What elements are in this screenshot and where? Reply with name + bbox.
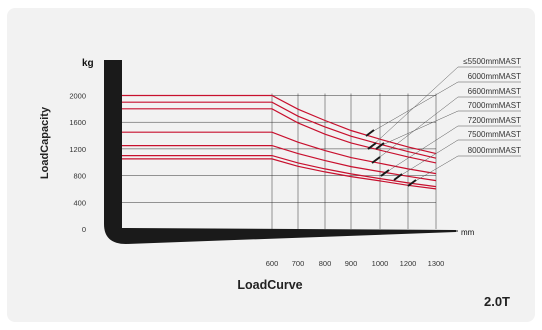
leader-arrow-5 xyxy=(393,173,403,181)
grid xyxy=(122,93,437,229)
x-tick-label-4: 1000 xyxy=(372,259,389,268)
y-tick-label-1: 400 xyxy=(73,198,86,207)
series-line-0 xyxy=(122,94,437,155)
y-tick-label-2: 800 xyxy=(73,172,86,181)
x-tick-label-0: 600 xyxy=(266,259,279,268)
series-line-3 xyxy=(122,131,437,175)
series-line-6 xyxy=(122,158,437,190)
leader-line-0 xyxy=(371,66,459,147)
x-axis-title: LoadCurve xyxy=(237,278,302,292)
x-tick-label-2: 800 xyxy=(319,259,332,268)
leader-line-5 xyxy=(397,139,459,178)
fork-frame xyxy=(104,60,458,244)
leader-arrow-1 xyxy=(365,129,375,137)
leader-line-3 xyxy=(379,110,459,147)
series-lines xyxy=(122,94,437,190)
fork-blade xyxy=(104,224,456,244)
x-tick-label-5: 1200 xyxy=(400,259,417,268)
model-label: 2.0T xyxy=(484,294,510,309)
legend-entry-6: 8000mmMAST xyxy=(468,146,521,155)
leader-line-4 xyxy=(384,125,459,174)
legend: ≤5500mmMAST 6000mmMAST 6600mmMAST 7000mmMAS… xyxy=(463,57,521,155)
x-tick-label-3: 900 xyxy=(345,259,358,268)
legend-entry-5: 7500mmMAST xyxy=(468,130,521,139)
leader-line-1 xyxy=(369,81,459,134)
x-tick-label-6: 1300 xyxy=(428,259,445,268)
series-line-1 xyxy=(122,101,437,159)
leader-arrow-2 xyxy=(371,156,381,164)
y-tick-labels: 0 400 800 1200 1600 2000 xyxy=(69,92,86,235)
y-unit-label: kg xyxy=(82,58,94,69)
legend-entry-3: 7000mmMAST xyxy=(468,101,521,110)
leader-line-6 xyxy=(411,155,459,184)
chart-card xyxy=(7,8,535,322)
series-line-4 xyxy=(122,145,437,182)
leader-arrow-0 xyxy=(367,142,377,150)
legend-entry-2: 6600mmMAST xyxy=(468,87,521,96)
y-tick-label-0: 0 xyxy=(82,225,86,234)
leader-arrow-3 xyxy=(375,142,385,150)
x-unit-label: mm xyxy=(461,228,475,237)
series-line-5 xyxy=(122,155,437,188)
leader-line-2 xyxy=(375,96,459,161)
fork-upright xyxy=(104,60,122,224)
leader-arrow-4 xyxy=(380,169,390,177)
y-axis-title: LoadCapacity xyxy=(39,106,51,179)
y-tick-label-5: 2000 xyxy=(69,92,86,101)
x-tick-label-1: 700 xyxy=(292,259,305,268)
legend-entry-1: 6000mmMAST xyxy=(468,72,521,81)
legend-entry-0: ≤5500mmMAST xyxy=(463,57,521,66)
legend-entry-4: 7200mmMAST xyxy=(468,116,521,125)
y-tick-label-3: 1200 xyxy=(69,145,86,154)
y-tick-label-4: 1600 xyxy=(69,118,86,127)
x-tick-labels: 600 700 800 900 1000 1200 1300 xyxy=(266,259,445,268)
leader-arrow-6 xyxy=(407,179,417,187)
series-line-2 xyxy=(122,108,437,164)
legend-leaders xyxy=(365,66,521,187)
